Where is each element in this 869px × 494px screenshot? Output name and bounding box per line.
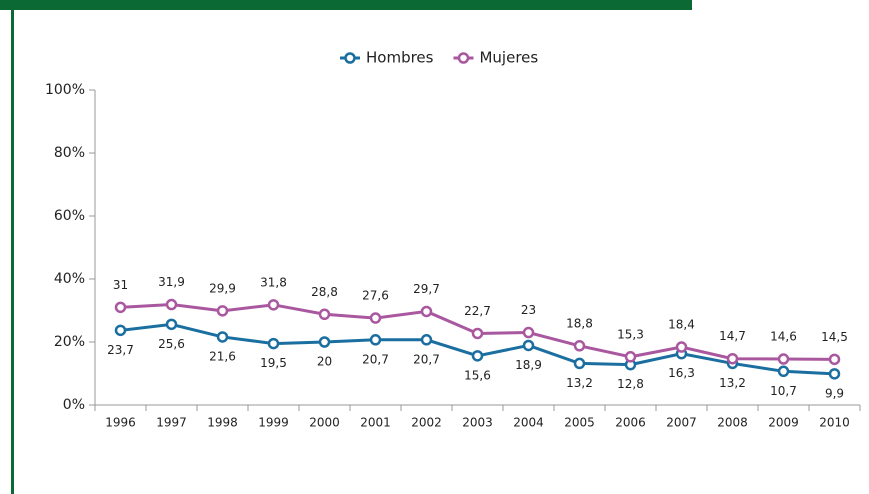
point (165, 298, 178, 311)
point (114, 301, 127, 314)
x-tick-label: 2009 (768, 416, 799, 430)
data-label: 18,9 (515, 358, 542, 372)
data-label: 15,3 (617, 327, 644, 341)
data-label: 20,7 (413, 352, 440, 366)
point (726, 352, 739, 365)
x-tick-label: 2007 (666, 416, 697, 430)
point (267, 299, 280, 311)
data-label: 22,7 (464, 304, 491, 318)
data-label: 20 (317, 355, 332, 369)
point (777, 353, 790, 365)
point (318, 308, 331, 321)
point (318, 336, 331, 348)
point (114, 324, 127, 337)
point (216, 331, 229, 343)
data-label: 18,4 (668, 318, 695, 332)
x-tick-label: 2002 (411, 416, 442, 430)
data-label: 20,7 (362, 352, 389, 366)
point (573, 357, 586, 370)
point (165, 318, 178, 331)
x-tick-label: 2006 (615, 416, 646, 430)
data-label: 18,8 (566, 316, 593, 330)
point (420, 334, 433, 346)
data-label: 23,7 (107, 343, 134, 357)
point (624, 351, 637, 363)
legend-marker (457, 52, 470, 64)
point (471, 327, 484, 340)
data-label: 16,3 (668, 366, 695, 380)
data-label: 19,5 (260, 356, 287, 370)
data-label: 13,2 (566, 376, 593, 390)
x-tick-label: 2001 (360, 416, 391, 430)
point (777, 365, 790, 378)
y-tick-label: 80% (54, 145, 85, 161)
data-label: 13,2 (719, 376, 746, 390)
x-tick-label: 1996 (105, 416, 136, 430)
point (420, 305, 433, 318)
data-label: 10,7 (770, 384, 797, 398)
y-tick-label: 20% (54, 334, 85, 350)
data-label: 31 (113, 278, 128, 292)
y-tick-label: 60% (54, 208, 85, 224)
y-tick-label: 40% (54, 271, 85, 287)
data-label: 21,6 (209, 349, 236, 363)
data-label: 9,9 (825, 386, 844, 400)
data-label: 28,8 (311, 285, 338, 299)
point (369, 334, 382, 346)
point (675, 341, 688, 353)
data-label: 14,7 (719, 329, 746, 343)
point (522, 339, 535, 352)
x-tick-label: 2005 (564, 416, 595, 430)
data-label: 14,5 (821, 330, 848, 344)
data-label: 23 (521, 303, 536, 317)
side-bar (11, 0, 14, 494)
x-tick-label: 2003 (462, 416, 493, 430)
legend-label: Mujeres (479, 49, 538, 67)
x-tick-label: 2010 (819, 416, 850, 430)
data-label: 27,6 (362, 289, 389, 303)
y-tick-label: 0% (63, 397, 85, 413)
point (828, 368, 841, 380)
point (216, 305, 229, 317)
data-label: 12,8 (617, 377, 644, 391)
data-label: 14,6 (770, 330, 797, 344)
x-tick-label: 2000 (309, 416, 340, 430)
point (267, 337, 280, 350)
legend-marker (344, 52, 356, 64)
x-tick-label: 2004 (513, 416, 544, 430)
y-tick-label: 100% (45, 82, 85, 98)
point (471, 350, 484, 362)
point (369, 312, 382, 324)
data-label: 29,9 (209, 281, 236, 295)
point (828, 353, 841, 366)
data-label: 15,6 (464, 368, 491, 382)
data-label: 29,7 (413, 282, 440, 296)
header-bar (0, 0, 692, 10)
x-tick-label: 1998 (207, 416, 238, 430)
legend-label: Hombres (366, 49, 434, 67)
data-label: 25,6 (158, 337, 185, 351)
data-label: 31,9 (158, 275, 185, 289)
x-tick-label: 2008 (717, 416, 748, 430)
x-tick-label: 1997 (156, 416, 187, 430)
x-tick-label: 1999 (258, 416, 289, 430)
data-label: 31,8 (260, 275, 287, 289)
point (522, 326, 535, 339)
point (573, 340, 586, 352)
